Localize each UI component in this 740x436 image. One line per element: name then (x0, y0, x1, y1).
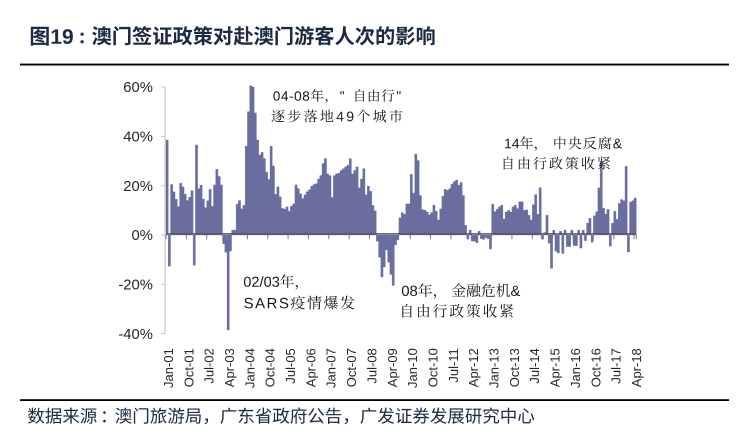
svg-text:Jul-08: Jul-08 (364, 348, 379, 383)
svg-text:Jan-13: Jan-13 (487, 348, 502, 388)
svg-text:Jul-17: Jul-17 (609, 348, 624, 383)
svg-text:Jul-14: Jul-14 (527, 348, 542, 383)
svg-text:-40%: -40% (118, 327, 153, 343)
svg-text:Jan-04: Jan-04 (242, 348, 257, 388)
svg-text:Apr-15: Apr-15 (548, 348, 563, 387)
svg-text:0%: 0% (132, 228, 153, 244)
svg-text:Jan-01: Jan-01 (161, 348, 176, 388)
svg-text:Oct-01: Oct-01 (181, 348, 196, 387)
svg-text:Apr-09: Apr-09 (385, 348, 400, 387)
svg-text:-20%: -20% (118, 278, 153, 294)
svg-text:Apr-03: Apr-03 (222, 348, 237, 387)
svg-text:40%: 40% (123, 130, 153, 146)
svg-text:Apr-06: Apr-06 (303, 348, 318, 387)
svg-text:Oct-10: Oct-10 (425, 348, 440, 387)
svg-text:Apr-18: Apr-18 (629, 348, 644, 387)
svg-text:Jan-07: Jan-07 (324, 348, 339, 388)
svg-text:60%: 60% (123, 80, 153, 96)
svg-text:Oct-13: Oct-13 (507, 348, 522, 387)
svg-text:Apr-12: Apr-12 (466, 348, 481, 387)
svg-text:Jul-02: Jul-02 (202, 348, 217, 383)
svg-text:Jul-05: Jul-05 (283, 348, 298, 383)
svg-text:Jan-16: Jan-16 (568, 348, 583, 388)
svg-text:Jan-10: Jan-10 (405, 348, 420, 388)
svg-text:Oct-07: Oct-07 (344, 348, 359, 387)
svg-text:20%: 20% (123, 179, 153, 195)
svg-text:Oct-16: Oct-16 (588, 348, 603, 387)
svg-text:Jul-11: Jul-11 (446, 348, 461, 382)
svg-text:Oct-04: Oct-04 (263, 348, 278, 387)
